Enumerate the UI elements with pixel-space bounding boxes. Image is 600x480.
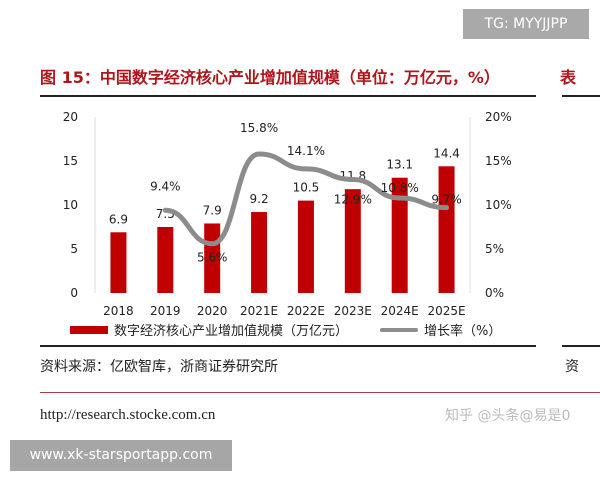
left-axis-tick-label: 10	[63, 198, 78, 212]
bar-data-label: 14.4	[433, 146, 460, 160]
footer-url: http://research.stocke.com.cn	[40, 407, 216, 423]
chart: 051015200%5%10%15%20%20186.920197.520207…	[63, 110, 512, 315]
line-data-label: 5.6%	[197, 251, 228, 265]
left-axis-tick-label: 20	[63, 110, 78, 124]
legend-bar-label: 数字经济核心产业增加值规模（万亿元）	[114, 324, 349, 339]
source-text: 资料来源：亿欧智库，浙商证券研究所	[40, 359, 278, 375]
right-axis-tick-label: 10%	[485, 198, 512, 212]
bar	[110, 232, 127, 293]
x-axis-tick-label: 2025E	[428, 304, 466, 315]
legend: 数字经济核心产业增加值规模（万亿元） 增长率（%）	[70, 320, 501, 339]
bar	[391, 177, 408, 293]
line-data-label: 9.7%	[431, 193, 462, 207]
bar-data-label: 6.9	[109, 212, 128, 226]
bar-data-label: 7.9	[203, 203, 222, 217]
right-axis-tick-label: 0%	[485, 286, 504, 300]
bar	[438, 166, 455, 293]
source-rule-right	[562, 345, 600, 347]
legend-line-swatch	[380, 327, 419, 332]
x-axis-tick-label: 2022E	[287, 304, 325, 315]
bar-data-label: 10.5	[293, 181, 320, 195]
line-data-label: 9.4%	[150, 179, 181, 193]
bar	[297, 200, 314, 293]
left-axis-tick-label: 0	[70, 286, 78, 300]
title-rule-right	[562, 95, 600, 97]
source-rule	[40, 345, 536, 347]
legend-line-label: 增长率（%）	[424, 324, 502, 339]
zhihu-watermark: 知乎 @头条@易是0	[445, 408, 571, 424]
source-fragment: 资	[565, 359, 579, 375]
bar-data-label: 9.2	[250, 192, 269, 206]
x-axis-tick-label: 2018	[103, 304, 134, 315]
right-axis-tick-label: 20%	[485, 110, 512, 124]
left-axis-tick-label: 5	[70, 242, 78, 256]
title-rule	[40, 95, 536, 97]
left-axis-tick-label: 15	[63, 154, 78, 168]
x-axis-tick-label: 2024E	[381, 304, 419, 315]
right-axis-tick-label: 15%	[485, 154, 512, 168]
x-axis-tick-label: 2019	[150, 304, 181, 315]
bar	[344, 189, 361, 293]
footer-rule	[40, 392, 600, 393]
figure-title: 图 15：中国数字经济核心产业增加值规模（单位：万亿元，%）	[40, 68, 500, 87]
next-figure-title-fragment: 表	[560, 68, 577, 87]
site-watermark: www.xk-starsportapp.com	[10, 440, 232, 471]
line-data-label: 10.8%	[381, 181, 419, 195]
line-data-label: 12.9%	[334, 192, 372, 206]
bar	[251, 212, 268, 293]
line-data-label: 15.8%	[240, 121, 278, 135]
tg-badge: TG: MYYJJPP	[463, 9, 589, 39]
bar-data-label: 13.1	[386, 158, 413, 172]
right-axis-tick-label: 5%	[485, 242, 504, 256]
legend-bar-swatch	[70, 325, 108, 334]
bar	[157, 227, 174, 293]
growth-rate-line	[162, 151, 450, 247]
x-axis-tick-label: 2020	[197, 304, 228, 315]
x-axis-tick-label: 2023E	[334, 304, 372, 315]
line-data-label: 14.1%	[287, 144, 325, 158]
x-axis-tick-label: 2021E	[240, 304, 278, 315]
